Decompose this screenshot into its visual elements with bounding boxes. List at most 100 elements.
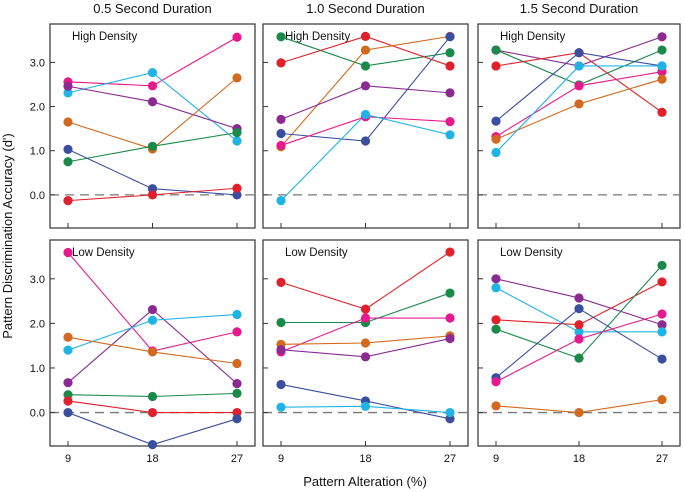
data-point bbox=[232, 128, 242, 138]
data-point bbox=[445, 288, 455, 298]
x-tick-label: 27 bbox=[231, 453, 243, 465]
data-point bbox=[491, 116, 501, 126]
data-point bbox=[276, 114, 286, 124]
data-point bbox=[574, 304, 584, 314]
y-tick-label: 1.0 bbox=[30, 363, 45, 375]
data-point bbox=[147, 67, 158, 78]
data-point bbox=[232, 73, 242, 83]
data-point bbox=[491, 61, 501, 71]
data-point bbox=[491, 274, 501, 284]
data-point bbox=[232, 32, 242, 42]
data-point bbox=[63, 117, 73, 127]
data-point bbox=[276, 128, 286, 139]
x-tick-label: 9 bbox=[493, 453, 499, 465]
data-point bbox=[445, 116, 455, 127]
data-point bbox=[657, 309, 667, 319]
panel-frame bbox=[477, 23, 681, 229]
data-point bbox=[63, 407, 73, 418]
data-point bbox=[232, 388, 242, 398]
data-point bbox=[276, 402, 286, 412]
data-point bbox=[657, 107, 667, 117]
data-point bbox=[63, 88, 73, 98]
data-point bbox=[63, 144, 73, 155]
data-point bbox=[574, 407, 584, 418]
y-tick-label: 2.0 bbox=[30, 102, 45, 114]
y-tick-label: 3.0 bbox=[30, 57, 45, 69]
data-point bbox=[574, 327, 584, 337]
data-point bbox=[445, 32, 455, 42]
data-point bbox=[445, 313, 455, 323]
x-tick-label: 9 bbox=[278, 453, 284, 465]
data-point bbox=[63, 396, 73, 406]
data-point bbox=[491, 324, 501, 334]
column-title: 1.5 Second Duration bbox=[520, 1, 639, 16]
data-point bbox=[657, 354, 667, 364]
data-point bbox=[657, 260, 667, 271]
x-tick-label: 18 bbox=[146, 453, 158, 465]
data-point bbox=[147, 440, 158, 450]
data-point bbox=[574, 293, 584, 303]
x-tick-label: 18 bbox=[573, 453, 585, 465]
data-point bbox=[574, 320, 584, 330]
data-point bbox=[232, 358, 242, 369]
panel-label: High Density bbox=[285, 31, 350, 43]
panel: High Density bbox=[477, 23, 681, 229]
data-point bbox=[232, 327, 242, 337]
panel: 9 18 27 Low Density bbox=[262, 239, 469, 465]
data-point bbox=[657, 327, 667, 337]
data-point bbox=[360, 401, 371, 411]
data-point bbox=[657, 320, 667, 330]
panel: 0.0 1.0 2.0 3.0 High Density bbox=[30, 23, 256, 229]
y-tick-label: 1.0 bbox=[30, 146, 45, 158]
data-point bbox=[232, 136, 242, 146]
data-point bbox=[147, 97, 158, 107]
data-point bbox=[147, 391, 158, 402]
data-point bbox=[491, 134, 501, 144]
data-point bbox=[360, 338, 371, 348]
data-point bbox=[657, 32, 667, 42]
data-point bbox=[232, 378, 242, 389]
panel-label: Low Density bbox=[285, 247, 348, 259]
y-tick-label: 3.0 bbox=[30, 274, 45, 286]
data-point bbox=[276, 196, 286, 206]
data-point bbox=[574, 99, 584, 109]
data-point bbox=[63, 196, 73, 206]
data-point bbox=[232, 190, 242, 200]
data-point bbox=[574, 334, 584, 344]
data-point bbox=[147, 315, 158, 325]
column-title: 0.5 Second Duration bbox=[93, 1, 212, 16]
data-point bbox=[574, 353, 584, 363]
y-tick-label: 0.0 bbox=[30, 190, 45, 202]
panel: 9 18 27 0.0 1.0 2.0 3.0 Low Density bbox=[30, 239, 256, 465]
data-point bbox=[147, 347, 158, 357]
y-tick-label: 2.0 bbox=[30, 318, 45, 330]
data-point bbox=[360, 313, 371, 323]
data-point bbox=[360, 109, 371, 120]
data-point bbox=[232, 183, 242, 193]
data-point bbox=[491, 283, 501, 293]
data-point bbox=[445, 130, 455, 140]
x-tick-label: 27 bbox=[656, 453, 668, 465]
data-point bbox=[232, 309, 242, 320]
data-point bbox=[360, 45, 371, 55]
data-point bbox=[147, 304, 158, 315]
data-point bbox=[147, 190, 158, 200]
data-point bbox=[63, 378, 73, 388]
data-point bbox=[445, 48, 455, 58]
panel-label: Low Density bbox=[500, 247, 563, 259]
data-point bbox=[657, 277, 667, 287]
x-axis-label: Pattern Alteration (%) bbox=[303, 474, 427, 489]
data-point bbox=[491, 45, 501, 55]
y-axis-label: Pattern Discrimination Accuracy (d') bbox=[0, 133, 15, 339]
data-point bbox=[63, 81, 73, 91]
panel: 9 18 27 Low Density bbox=[477, 239, 681, 465]
data-point bbox=[360, 81, 371, 91]
data-point bbox=[63, 157, 73, 167]
data-point bbox=[360, 304, 371, 314]
panel-label: Low Density bbox=[72, 247, 135, 259]
data-point bbox=[657, 45, 667, 55]
data-point bbox=[445, 407, 455, 418]
data-point bbox=[63, 247, 73, 258]
data-point bbox=[276, 345, 286, 355]
